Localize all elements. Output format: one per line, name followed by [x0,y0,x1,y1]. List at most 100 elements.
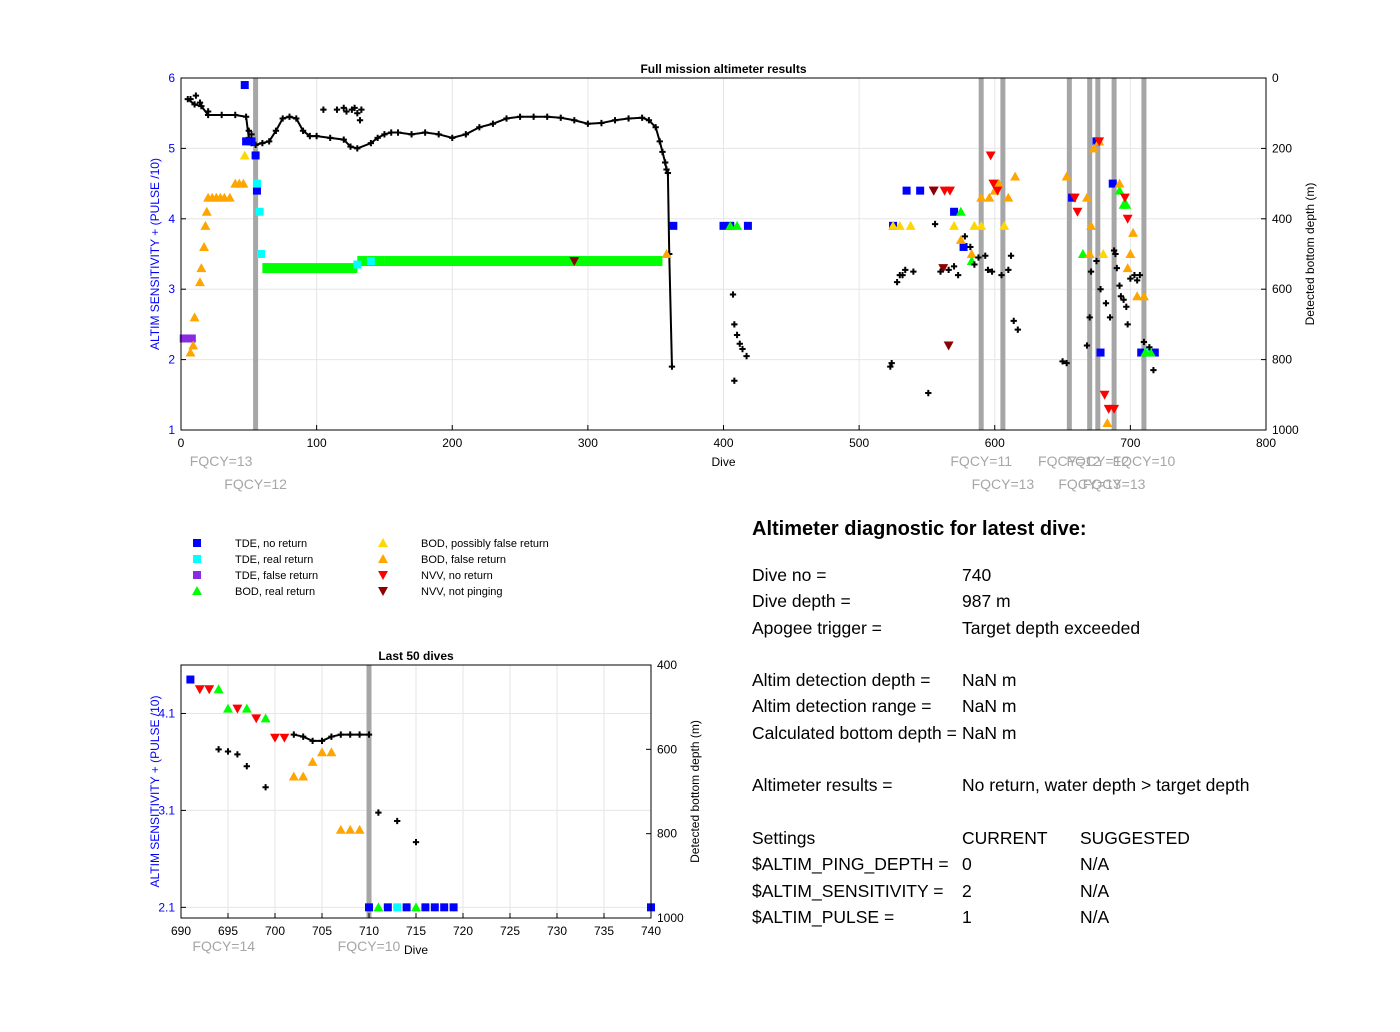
bod-real-return-marker [241,703,252,713]
detected-bottom-depth-marker [1059,358,1066,365]
x-tick-label: 710 [359,924,379,938]
detected-bottom-depth-marker [902,266,909,273]
detected-bottom-depth-marker [1007,252,1015,259]
tde-no-return-marker [1096,348,1105,357]
detected-bottom-depth-marker [1123,303,1130,310]
detected-bottom-depth-marker [731,377,738,384]
bod-false-return-marker [955,234,966,244]
fqcy-line [1095,78,1101,430]
detection-range-value: NaN m [962,696,1017,717]
depth-point [356,731,363,738]
nvv-no-return-marker [945,186,955,196]
tde-no-return-marker [365,903,373,912]
detected-bottom-depth-marker [245,127,252,134]
depth-point [662,159,669,166]
depth-point [191,101,198,108]
fqcy-label: FQCY=12 [1067,453,1130,469]
detected-bottom-depth-marker [1150,367,1157,374]
dive-depth-value: 987 m [962,591,1011,612]
depth-point [306,132,313,140]
x-tick-label: 695 [218,924,238,938]
legend-marker [192,586,202,595]
tde-no-return-marker [430,903,439,912]
detected-bottom-depth-marker [215,746,222,753]
detected-bottom-depth-marker [394,817,401,825]
tde-real-return-marker [252,179,261,188]
detected-bottom-depth-marker [1087,268,1095,275]
fqcy-line [978,78,984,430]
detected-bottom-depth-marker [187,95,194,103]
depth-point [272,127,280,134]
y-right-tick-label: 200 [1272,141,1292,155]
depth-point [503,115,510,122]
tde-no-return-marker [251,151,260,160]
detected-bottom-depth-marker [899,271,906,279]
depth-point [340,136,347,143]
suggested-header: SUGGESTED [1080,827,1190,848]
depth-point [625,115,632,122]
detected-bottom-depth-marker [1127,275,1134,282]
detected-bottom-depth-marker [1120,296,1127,303]
bod-false-return-marker [993,178,1004,188]
detected-bottom-depth-marker [982,252,989,259]
depth-point [516,113,524,120]
bod-false-return-marker [335,824,346,834]
bod-real-return-marker [1145,347,1156,357]
bod-possibly-false-return-marker [905,220,916,230]
depth-point [659,148,666,156]
tde-no-return-marker [1150,348,1159,357]
bod-false-return-marker [1128,227,1139,237]
bod-false-return-marker [238,178,249,188]
detected-bottom-depth-marker [1116,282,1123,289]
bod-false-return-marker [1086,220,1097,230]
depth-point [530,113,537,120]
x-tick-label: 735 [594,924,614,938]
pulse-suggested: N/A [1080,906,1110,927]
fqcy-label: FQCY=12 [1038,453,1101,469]
detected-bottom-depth-marker [333,106,341,113]
detection-depth-label: Altim detection depth = [752,670,931,691]
detected-bottom-depth-marker [729,291,737,298]
detected-bottom-depth-marker [937,268,944,275]
detected-bottom-depth-marker [343,108,350,115]
depth-point [286,113,293,120]
detected-bottom-depth-marker [356,117,364,124]
detected-bottom-depth-marker [340,104,347,112]
altimeter-results-value: No return, water depth > target depth [962,775,1250,796]
detected-bottom-depth-marker [192,92,200,99]
fqcy-line [1066,78,1072,430]
nvv-no-return-marker [1119,193,1130,203]
depth-point [299,127,307,134]
x-tick-label: 0 [178,436,185,450]
bod-real-return-marker [1114,185,1125,195]
depth-point [218,111,225,119]
depth-point [571,117,578,124]
x-axis-label: Dive [404,943,428,957]
x-tick-label: 600 [985,436,1005,450]
tde-no-return-marker [383,903,392,912]
detected-bottom-depth-marker [743,352,750,360]
depth-point [656,138,663,145]
detected-bottom-depth-marker [931,220,939,228]
chart-title: Full mission altimeter results [640,62,806,76]
bod-false-return-marker [1003,192,1014,202]
detected-bottom-depth-marker [1113,264,1120,272]
bod-possibly-false-return-marker [949,220,960,230]
bod-false-return-marker [1088,143,1099,153]
detected-bottom-depth-marker [1146,344,1153,351]
detected-bottom-depth-marker [248,131,255,138]
nvv-no-return-marker [1069,193,1080,203]
y-right-tick-label: 800 [1272,353,1292,367]
x-tick-label: 730 [547,924,567,938]
x-tick-label: 740 [641,924,661,938]
detected-bottom-depth-marker [1124,321,1131,328]
depth-point [337,731,344,738]
bod-false-return-marker [354,824,365,834]
detected-bottom-depth-marker [1097,286,1104,293]
bod-false-return-marker [1084,249,1095,258]
detected-bottom-depth-marker [375,809,382,816]
tde-real-return-marker [353,260,362,269]
detected-bottom-depth-marker [733,331,741,339]
detected-bottom-depth-marker [893,279,901,286]
